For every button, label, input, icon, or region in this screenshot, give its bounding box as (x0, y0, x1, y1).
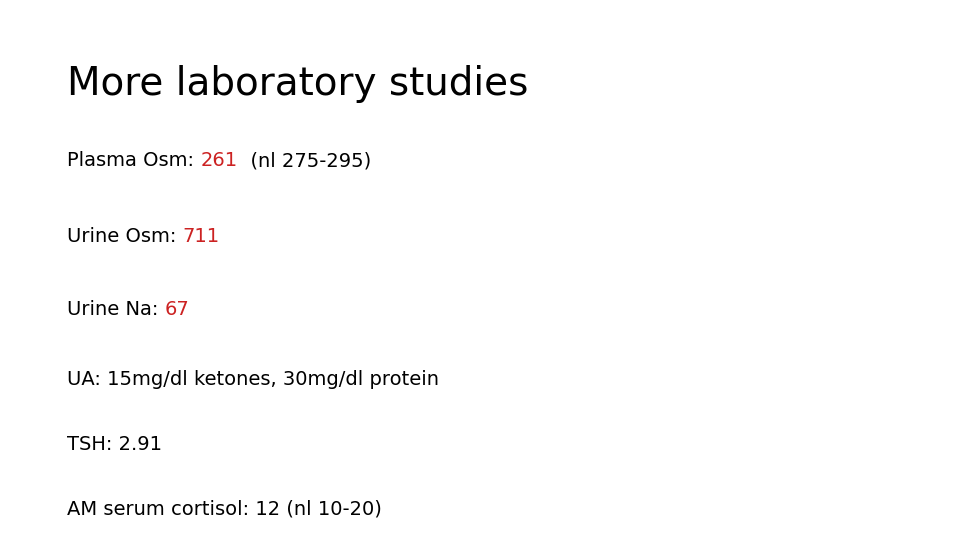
Text: 67: 67 (165, 300, 189, 319)
Text: Plasma Osm:: Plasma Osm: (67, 151, 201, 170)
Text: Urine Osm:: Urine Osm: (67, 227, 182, 246)
Text: 261: 261 (201, 151, 237, 170)
Text: More laboratory studies: More laboratory studies (67, 65, 529, 103)
Text: AM serum cortisol: 12 (nl 10-20): AM serum cortisol: 12 (nl 10-20) (67, 500, 382, 518)
Text: (nl 275-295): (nl 275-295) (237, 151, 371, 170)
Text: UA: 15mg/dl ketones, 30mg/dl protein: UA: 15mg/dl ketones, 30mg/dl protein (67, 370, 439, 389)
Text: Urine Na:: Urine Na: (67, 300, 165, 319)
Text: 711: 711 (182, 227, 220, 246)
Text: TSH: 2.91: TSH: 2.91 (67, 435, 162, 454)
